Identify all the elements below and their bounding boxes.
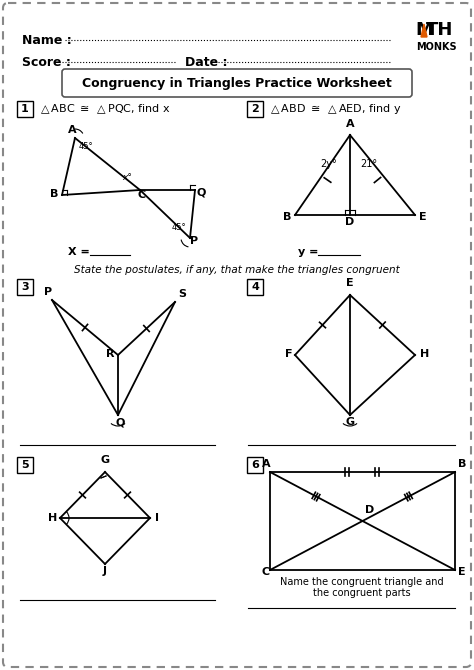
Text: F: F xyxy=(285,349,292,359)
Text: I: I xyxy=(155,513,159,523)
Text: A: A xyxy=(346,119,354,129)
Text: $\triangle$ABD $\cong$ $\triangle$AED, find y: $\triangle$ABD $\cong$ $\triangle$AED, f… xyxy=(268,102,401,116)
Text: 2y°: 2y° xyxy=(320,159,337,169)
Text: H: H xyxy=(48,513,57,523)
Text: Q: Q xyxy=(116,417,126,427)
FancyBboxPatch shape xyxy=(62,69,412,97)
Text: E: E xyxy=(419,212,427,222)
Text: J: J xyxy=(103,566,107,576)
Text: 6: 6 xyxy=(251,460,259,470)
Text: 3: 3 xyxy=(21,282,29,292)
Text: $\triangle$ABC $\cong$ $\triangle$PQC, find x: $\triangle$ABC $\cong$ $\triangle$PQC, f… xyxy=(38,103,171,116)
FancyBboxPatch shape xyxy=(17,101,33,117)
Text: X =: X = xyxy=(68,247,94,257)
Text: G: G xyxy=(100,455,109,465)
FancyBboxPatch shape xyxy=(247,279,263,295)
Text: M: M xyxy=(415,21,433,39)
Text: C: C xyxy=(138,190,146,200)
Text: E: E xyxy=(458,567,465,577)
Text: Score :: Score : xyxy=(22,56,71,68)
Text: C: C xyxy=(262,567,270,577)
Text: Date :: Date : xyxy=(185,56,228,68)
FancyBboxPatch shape xyxy=(17,457,33,473)
FancyBboxPatch shape xyxy=(247,457,263,473)
Text: R: R xyxy=(106,349,115,359)
Text: 2: 2 xyxy=(251,104,259,114)
Text: y =: y = xyxy=(298,247,322,257)
Text: 4: 4 xyxy=(251,282,259,292)
Text: 21°: 21° xyxy=(360,159,377,169)
Text: B: B xyxy=(283,212,291,222)
Text: 45°: 45° xyxy=(172,223,187,232)
Text: P: P xyxy=(44,287,52,297)
Text: TH: TH xyxy=(426,21,453,39)
Text: A: A xyxy=(262,459,271,469)
Text: B: B xyxy=(458,459,466,469)
Text: A: A xyxy=(68,125,76,135)
Text: x°: x° xyxy=(122,173,132,182)
Text: D: D xyxy=(346,217,355,227)
Text: G: G xyxy=(346,417,355,427)
Text: Name the congruent triangle and: Name the congruent triangle and xyxy=(280,577,444,587)
Text: S: S xyxy=(178,289,186,299)
FancyBboxPatch shape xyxy=(17,279,33,295)
Text: Congruency in Triangles Practice Worksheet: Congruency in Triangles Practice Workshe… xyxy=(82,76,392,90)
FancyBboxPatch shape xyxy=(3,3,471,667)
Text: MONKS: MONKS xyxy=(416,42,456,52)
FancyBboxPatch shape xyxy=(247,101,263,117)
Text: 45°: 45° xyxy=(79,142,94,151)
Text: E: E xyxy=(346,278,354,288)
Text: Q: Q xyxy=(196,187,206,197)
Text: H: H xyxy=(420,349,429,359)
Text: B: B xyxy=(50,189,58,199)
Text: State the postulates, if any, that make the triangles congruent: State the postulates, if any, that make … xyxy=(74,265,400,275)
Text: 5: 5 xyxy=(21,460,29,470)
Text: P: P xyxy=(190,236,198,246)
Polygon shape xyxy=(421,24,427,37)
Text: 1: 1 xyxy=(21,104,29,114)
Text: D: D xyxy=(365,505,374,515)
Text: the congruent parts: the congruent parts xyxy=(313,588,411,598)
Text: Name :: Name : xyxy=(22,34,72,46)
